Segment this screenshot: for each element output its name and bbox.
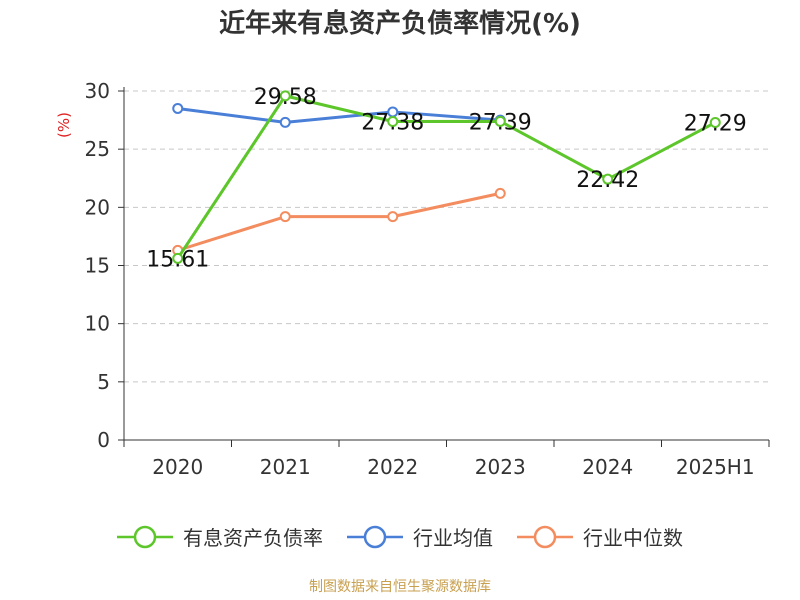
y-tick-label: 5 (97, 370, 110, 394)
data-label: 29.58 (254, 85, 317, 110)
legend-label: 有息资产负债率 (183, 526, 323, 550)
data-point (494, 187, 506, 199)
data-label: 15.61 (146, 247, 209, 272)
x-tick-label: 2021 (260, 455, 311, 479)
x-tick-label: 2020 (152, 455, 203, 479)
legend-marker (363, 525, 387, 549)
y-tick-label: 0 (97, 428, 110, 452)
data-label: 27.38 (361, 110, 424, 135)
legend-item[interactable]: 有息资产负债率 (117, 525, 323, 550)
series-line-0 (176, 94, 716, 260)
y-tick-label: 15 (85, 254, 110, 278)
source-note: 制图数据来自恒生聚源数据库 (309, 579, 491, 595)
x-tick-label: 2023 (475, 455, 526, 479)
data-point (709, 117, 721, 129)
data-point (279, 116, 291, 128)
x-tick-label: 2022 (367, 455, 418, 479)
data-labels: 15.61 29.58 27.38 27.39 22.42 27.29 (146, 85, 746, 273)
legend-marker (533, 525, 557, 549)
legend-label: 行业均值 (413, 526, 493, 550)
data-label: 27.39 (469, 110, 532, 135)
data-label: 27.29 (684, 112, 747, 137)
series-line-1 (177, 106, 501, 124)
data-point (279, 90, 291, 102)
data-point (172, 102, 184, 114)
legend-label: 行业中位数 (583, 526, 683, 550)
y-axis-title: (%) (55, 112, 73, 138)
data-point (387, 115, 399, 127)
x-tick-label: 2024 (582, 455, 633, 479)
legend-item[interactable]: 行业均值 (347, 525, 493, 550)
legend-marker (133, 525, 157, 549)
data-point (602, 173, 614, 185)
y-tick-label: 20 (85, 195, 110, 219)
legend[interactable]: 有息资产负债率 行业均值 行业中位数 (117, 525, 683, 550)
y-tick-label: 25 (85, 137, 110, 161)
axes: 0 5 10 15 20 25 30 2020 2021 2022 2023 2024 2025H1 (85, 79, 770, 479)
series-line-2 (177, 191, 501, 252)
y-tick-label: 30 (85, 79, 110, 103)
data-point (387, 211, 399, 223)
data-point (279, 211, 291, 223)
series-layer (172, 90, 721, 264)
data-label: 22.42 (576, 168, 639, 193)
chart-title: 近年来有息资产负债率情况(%) (219, 9, 581, 39)
x-tick-label: 2025H1 (676, 455, 755, 479)
data-point (494, 115, 506, 127)
data-point (172, 252, 184, 264)
legend-item[interactable]: 行业中位数 (517, 525, 683, 550)
y-tick-label: 10 (85, 312, 110, 336)
